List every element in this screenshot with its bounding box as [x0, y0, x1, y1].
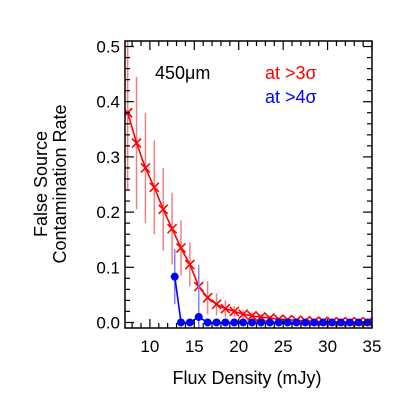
y-tick-label: 0.1	[96, 258, 120, 277]
series-4sigma-point	[265, 318, 274, 327]
series-4sigma-point	[212, 318, 221, 327]
plot-area	[125, 41, 372, 328]
plot-frame	[124, 40, 373, 329]
series-3sigma-point	[238, 309, 249, 320]
series-4sigma-point	[239, 318, 248, 327]
series-4sigma-point	[319, 318, 328, 327]
wavelength-annotation: 450μm	[155, 63, 210, 83]
series-4sigma-point	[170, 272, 179, 281]
series-4sigma-point	[176, 318, 185, 327]
x-tick-label: 15	[185, 337, 204, 356]
series-3sigma-point	[175, 242, 187, 254]
series-4sigma-point	[310, 318, 319, 327]
series-4sigma-point	[336, 318, 345, 327]
series-3sigma-point	[211, 299, 222, 310]
series-4sigma-point	[345, 318, 354, 327]
series-3sigma-point	[229, 306, 240, 317]
series-4sigma-point	[230, 318, 239, 327]
x-tick-label: 35	[363, 337, 382, 356]
y-axis-label-line-1: False Source	[31, 131, 51, 237]
series-4sigma-point	[185, 318, 194, 327]
y-tick-label: 0.5	[96, 38, 120, 57]
x-axis-label: Flux Density (mJy)	[172, 368, 321, 388]
legend-entry-4sigma: at >4σ	[265, 87, 317, 107]
series-3sigma-point	[220, 303, 231, 314]
series-3sigma-point	[184, 259, 195, 270]
x-tick-label: 25	[274, 337, 293, 356]
series-3sigma-point	[149, 182, 160, 193]
legend-entry-3sigma: at >3σ	[265, 63, 317, 83]
series-3sigma-point	[131, 138, 142, 149]
series-3sigma-point	[246, 310, 258, 321]
series-4sigma-point	[203, 318, 212, 327]
series-4sigma-point	[354, 318, 363, 327]
series-3sigma-point	[167, 223, 178, 234]
series-4sigma-point	[283, 318, 292, 327]
series-3sigma-point	[202, 292, 213, 303]
series-4sigma-point	[301, 318, 310, 327]
series-4sigma-point	[292, 318, 301, 327]
series-4sigma-point	[274, 318, 283, 327]
x-tick-label: 10	[140, 337, 159, 356]
series-4sigma-point	[328, 318, 337, 327]
series-3sigma-point	[140, 162, 151, 174]
series-4sigma-point	[194, 312, 203, 321]
y-tick-label: 0.3	[96, 148, 120, 167]
series-4sigma-point	[221, 318, 230, 327]
y-tick-label: 0.2	[96, 203, 120, 222]
y-axis-label-line-2: Contamination Rate	[50, 104, 70, 263]
series-4sigma-point	[256, 318, 265, 327]
y-tick-label: 0.4	[96, 93, 120, 112]
series-4sigma-point	[248, 318, 257, 327]
x-tick-label: 30	[318, 337, 337, 356]
axes: 10 15 20 25 30 35 0.0 0.1 0.2 0.3 0.4 0.5	[96, 38, 381, 356]
series-group	[125, 41, 372, 328]
x-tick-label: 20	[229, 337, 248, 356]
y-tick-label: 0.0	[96, 313, 120, 332]
series-3sigma-point	[158, 204, 169, 215]
